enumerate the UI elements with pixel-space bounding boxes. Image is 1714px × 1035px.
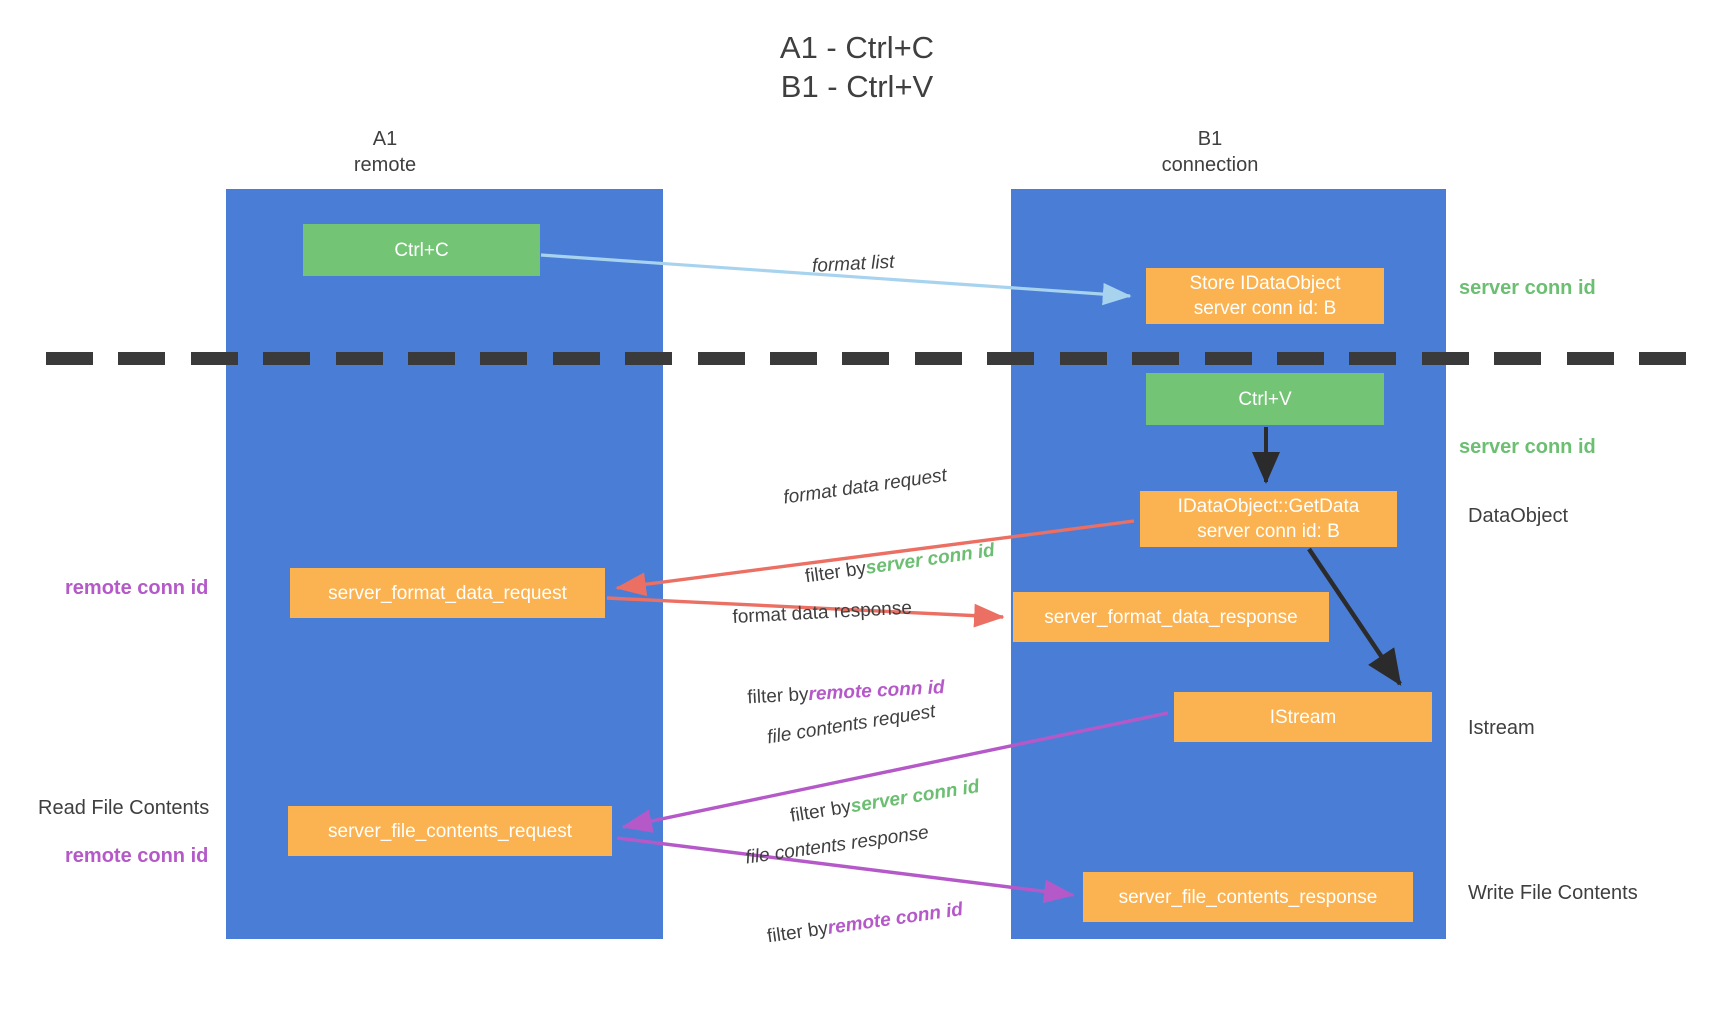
annotation-read-file-contents: Read File Contents bbox=[38, 797, 210, 819]
node-idataobject-getdata[interactable]: IDataObject::GetData server conn id: B bbox=[1140, 491, 1397, 547]
edge-label-format-data-response-text: format data response bbox=[732, 597, 913, 628]
column-header-a1: A1 remote bbox=[353, 128, 417, 176]
title-line-2: B1 - Ctrl+V bbox=[780, 69, 934, 104]
annotation-write-file-contents: Write File Contents bbox=[1468, 882, 1638, 904]
node-server-format-data-request[interactable]: server_format_data_request bbox=[290, 568, 605, 618]
edge-label-file-contents-response-text: file contents response bbox=[744, 822, 931, 869]
node-server-format-data-response[interactable]: server_format_data_response bbox=[1013, 592, 1329, 642]
edge-label-format-list: format list bbox=[789, 222, 897, 308]
annotation-server-conn-id-mid: server conn id bbox=[1459, 436, 1596, 458]
edge-label-format-data-request-text: format data request bbox=[782, 464, 949, 509]
node-server-file-contents-request[interactable]: server_file_contents_request bbox=[288, 806, 612, 856]
annotation-dataobject: DataObject bbox=[1468, 505, 1569, 527]
phase-separator-dashed-line bbox=[46, 352, 1686, 365]
diagram-canvas: A1 - Ctrl+C B1 - Ctrl+V A1 remote B1 con… bbox=[0, 28, 1714, 947]
node-ctrl-v[interactable]: Ctrl+V bbox=[1146, 373, 1384, 425]
diagram-title: A1 - Ctrl+C B1 - Ctrl+V bbox=[0, 28, 1714, 106]
node-server-file-contents-response[interactable]: server_file_contents_response bbox=[1083, 872, 1413, 922]
annotation-remote-conn-id-top: remote conn id bbox=[65, 577, 209, 599]
node-ctrl-c[interactable]: Ctrl+C bbox=[303, 224, 540, 276]
column-header-b1: B1 connection bbox=[1161, 128, 1259, 176]
node-istream[interactable]: IStream bbox=[1174, 692, 1432, 742]
annotation-remote-conn-id-bottom: remote conn id bbox=[65, 845, 209, 867]
edge-label-file-contents-response: file contents response filter byremote c… bbox=[719, 789, 976, 1035]
edge-label-format-list-text: format list bbox=[811, 251, 895, 277]
edge-label-file-contents-response-filter-prefix: filter by bbox=[765, 918, 830, 948]
edge-label-file-contents-request-text: file contents request bbox=[765, 701, 937, 749]
title-line-1: A1 - Ctrl+C bbox=[779, 30, 935, 65]
edge-label-file-contents-response-filter-key: remote conn id bbox=[826, 899, 965, 939]
node-store-idataobject[interactable]: Store IDataObject server conn id: B bbox=[1146, 268, 1384, 324]
annotation-server-conn-id-top: server conn id bbox=[1459, 277, 1596, 299]
annotation-istream: Istream bbox=[1468, 717, 1535, 739]
